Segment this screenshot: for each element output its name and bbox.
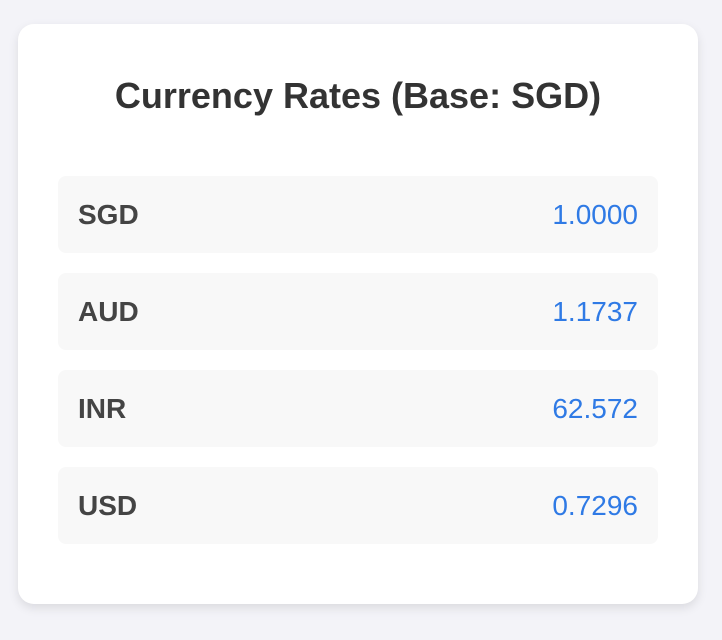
rate-list: SGD 1.0000 AUD 1.1737 INR 62.572 USD 0.7… bbox=[58, 176, 658, 564]
currency-rates-card: Currency Rates (Base: SGD) SGD 1.0000 AU… bbox=[18, 24, 698, 604]
currency-code: AUD bbox=[78, 295, 139, 327]
currency-code: INR bbox=[78, 392, 127, 424]
rate-row-inr: INR 62.572 bbox=[58, 370, 658, 447]
currency-rate: 0.7296 bbox=[552, 489, 638, 521]
page-title: Currency Rates (Base: SGD) bbox=[114, 75, 602, 116]
currency-code: USD bbox=[78, 489, 138, 521]
rate-row-sgd: SGD 1.0000 bbox=[58, 176, 658, 253]
currency-rate: 62.572 bbox=[552, 392, 638, 424]
currency-code: SGD bbox=[78, 198, 139, 230]
rate-row-aud: AUD 1.1737 bbox=[58, 273, 658, 350]
currency-rate: 1.0000 bbox=[552, 198, 638, 230]
rate-row-usd: USD 0.7296 bbox=[58, 467, 658, 544]
currency-rate: 1.1737 bbox=[552, 295, 638, 327]
